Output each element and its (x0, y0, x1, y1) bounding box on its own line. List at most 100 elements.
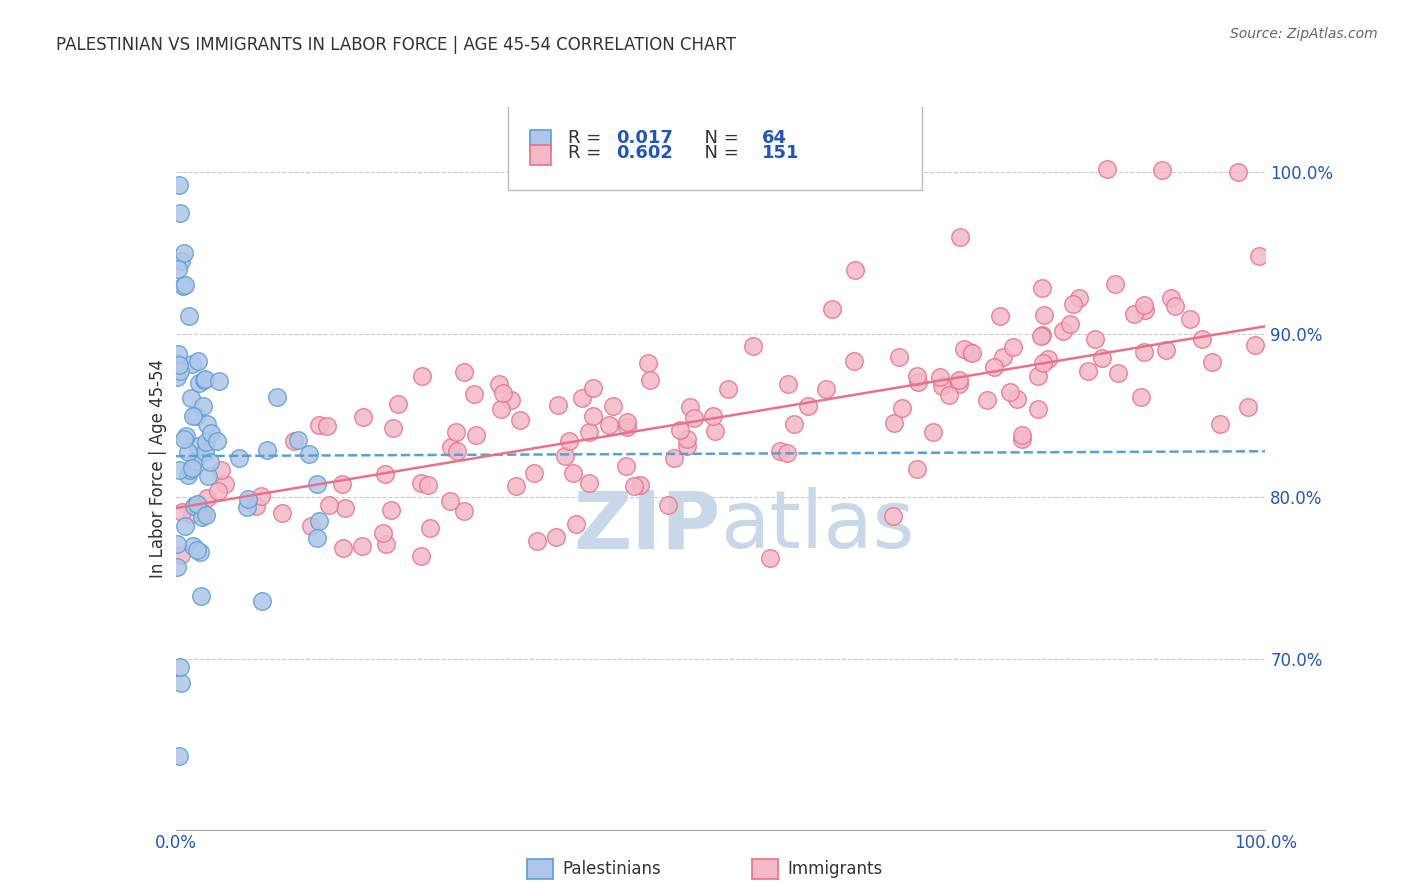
Point (352, 410, 374, 425)
Point (381, 421, 404, 435)
Point (198, 455, 221, 469)
Point (194, 445, 217, 459)
Point (882, 508, 904, 523)
Point (844, 263, 866, 277)
Point (1249, 249, 1271, 263)
Point (598, 418, 620, 433)
Point (952, 343, 974, 357)
Point (166, 559, 188, 574)
Point (887, 350, 910, 364)
Text: R =: R = (568, 144, 606, 161)
Point (374, 537, 396, 551)
Point (1201, 355, 1223, 369)
Text: 64: 64 (762, 129, 786, 147)
Point (197, 469, 219, 483)
Point (1031, 281, 1053, 295)
Point (948, 373, 970, 387)
Point (1164, 299, 1187, 313)
Point (350, 539, 373, 553)
Point (180, 460, 202, 475)
Point (200, 425, 222, 440)
Point (335, 501, 357, 516)
Point (554, 449, 576, 463)
Point (170, 548, 193, 562)
Point (883, 417, 905, 431)
Point (938, 388, 960, 402)
Point (929, 369, 952, 384)
Point (205, 434, 228, 449)
Point (380, 503, 402, 517)
Point (186, 543, 208, 558)
Point (1191, 332, 1213, 346)
Point (167, 358, 190, 372)
Text: N =: N = (693, 129, 744, 147)
Point (778, 377, 800, 392)
Point (169, 205, 191, 219)
Point (170, 254, 193, 268)
Point (453, 365, 475, 379)
Point (578, 475, 600, 490)
Point (446, 444, 468, 458)
Text: 0.602: 0.602 (617, 144, 673, 161)
Y-axis label: In Labor Force | Age 45-54: In Labor Force | Age 45-54 (149, 359, 167, 578)
Point (371, 526, 394, 541)
Point (453, 504, 475, 518)
Point (169, 364, 191, 378)
Point (318, 498, 340, 512)
Point (499, 393, 522, 408)
Point (1104, 277, 1126, 292)
FancyBboxPatch shape (508, 93, 922, 190)
Point (616, 415, 638, 429)
Point (440, 440, 463, 454)
Point (463, 387, 485, 401)
Point (931, 379, 953, 393)
Point (565, 516, 588, 531)
Point (195, 417, 218, 431)
Text: Source: ZipAtlas.com: Source: ZipAtlas.com (1230, 27, 1378, 41)
Point (167, 261, 190, 276)
Point (1154, 343, 1177, 357)
Point (266, 391, 288, 405)
Point (489, 402, 512, 417)
Point (305, 531, 328, 545)
Point (959, 345, 981, 359)
Point (287, 434, 309, 448)
Point (922, 425, 945, 440)
Point (582, 409, 605, 423)
Point (637, 356, 659, 370)
Point (683, 411, 706, 425)
Point (1059, 318, 1081, 332)
Point (1160, 291, 1182, 305)
Point (181, 508, 204, 522)
Point (170, 676, 193, 690)
Point (183, 500, 205, 514)
Point (1123, 307, 1146, 321)
Point (214, 476, 236, 491)
Point (679, 400, 702, 414)
Point (167, 749, 190, 764)
Point (1180, 312, 1202, 326)
Point (332, 541, 354, 556)
Point (387, 397, 409, 411)
Point (526, 533, 548, 548)
Point (166, 537, 188, 551)
Point (1031, 328, 1053, 343)
Text: atlas: atlas (721, 487, 915, 566)
Point (509, 413, 531, 427)
Point (283, 434, 305, 448)
Point (181, 357, 204, 371)
Text: Palestinians: Palestinians (562, 860, 661, 878)
Point (186, 409, 208, 423)
Point (1130, 390, 1153, 404)
Point (492, 386, 515, 401)
Point (571, 392, 593, 406)
Point (905, 368, 928, 383)
Point (209, 462, 232, 476)
Point (742, 339, 765, 353)
Point (173, 518, 195, 533)
Point (657, 499, 679, 513)
Point (464, 428, 486, 442)
Point (905, 461, 928, 475)
Point (638, 373, 661, 387)
Point (207, 484, 229, 499)
